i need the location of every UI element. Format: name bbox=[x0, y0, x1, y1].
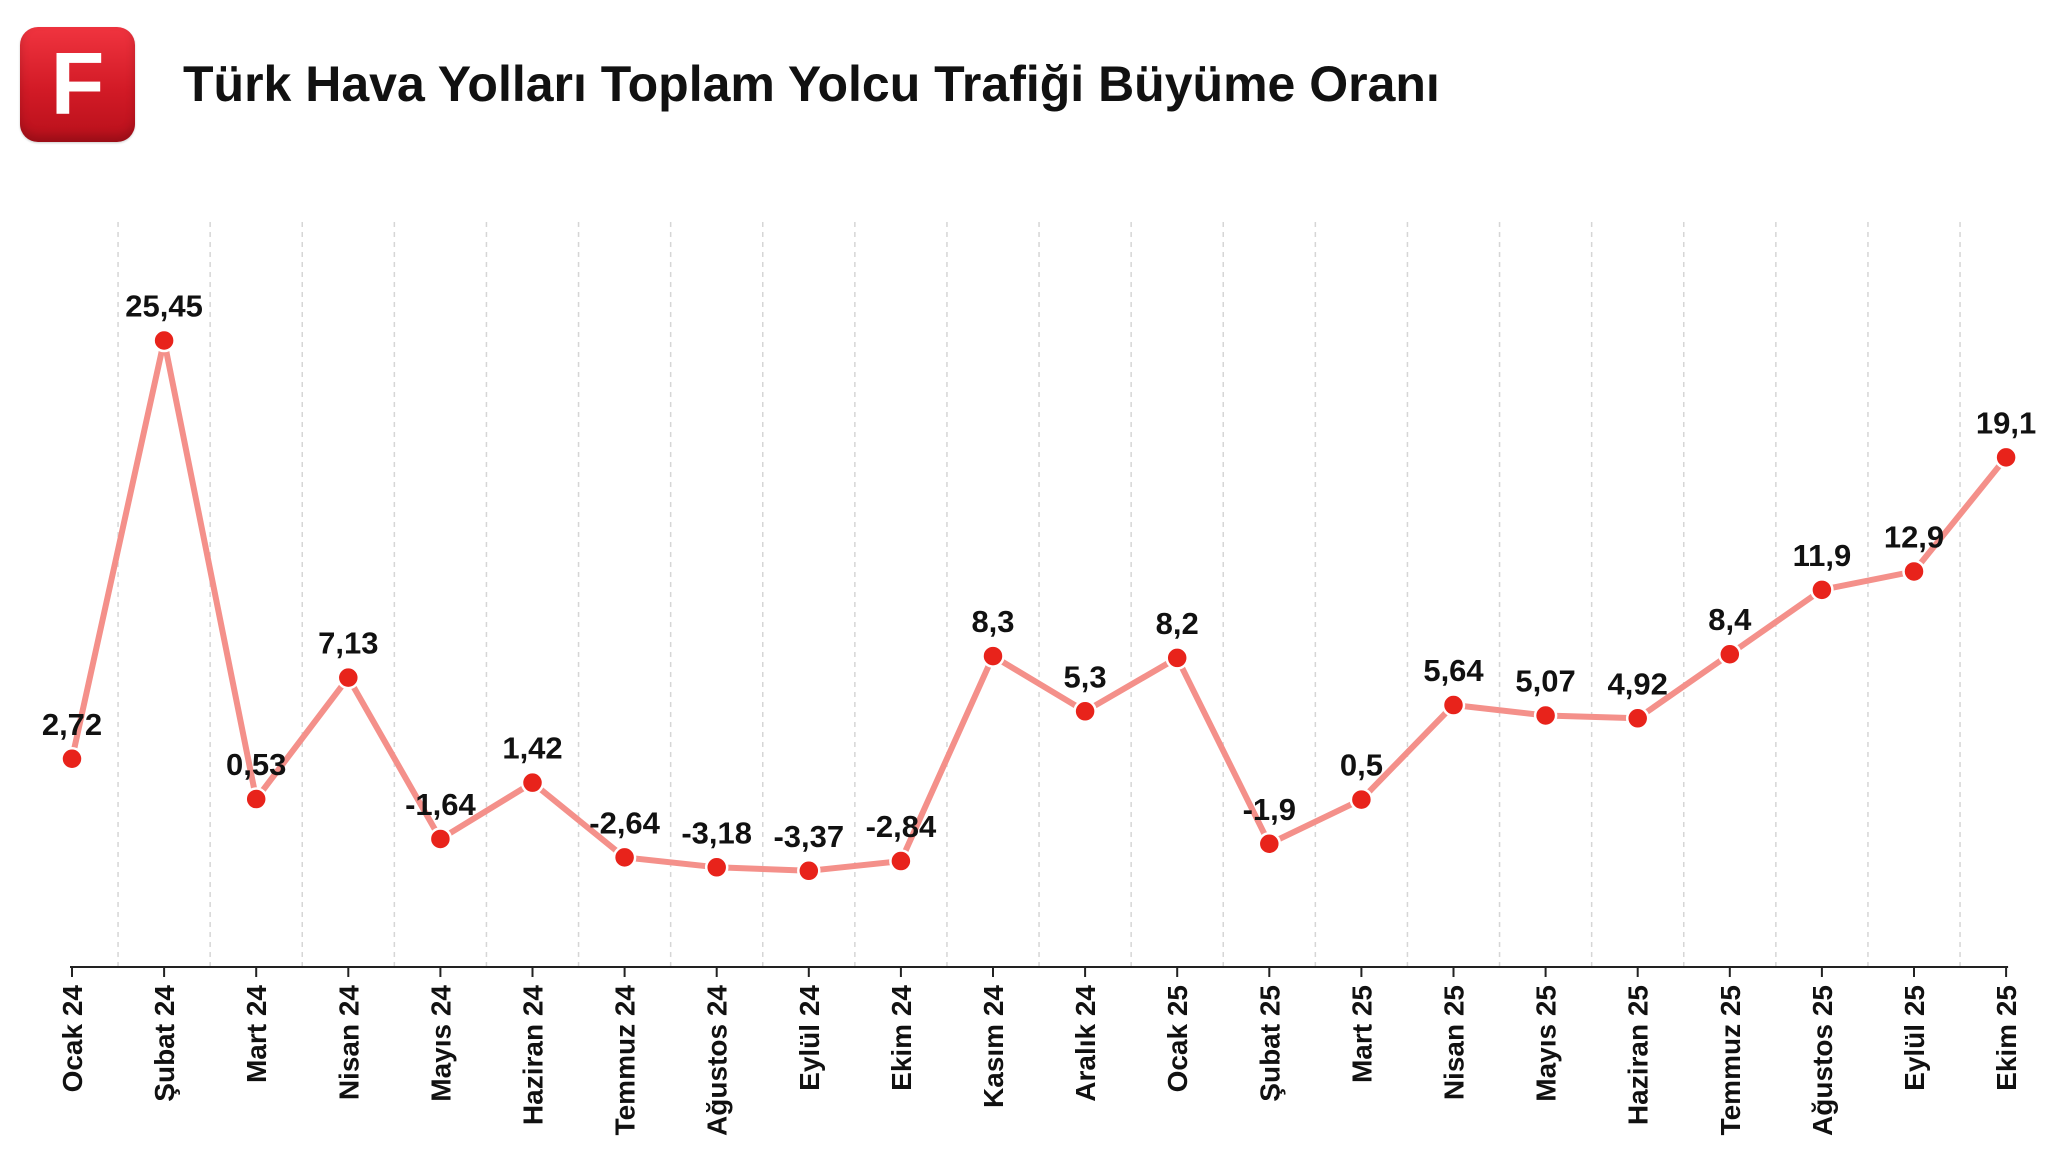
x-tick-label: Eylül 25 bbox=[1899, 985, 1930, 1091]
x-tick-label: Şubat 24 bbox=[149, 985, 180, 1102]
data-point bbox=[889, 849, 913, 873]
data-label: 0,53 bbox=[226, 747, 286, 782]
x-tick-label: Mart 25 bbox=[1346, 985, 1377, 1083]
grid-lines bbox=[117, 222, 1961, 967]
data-label: -2,64 bbox=[589, 805, 660, 840]
brand-logo: F bbox=[20, 26, 135, 142]
data-label: -1,9 bbox=[1243, 792, 1296, 827]
data-point bbox=[1073, 699, 1097, 724]
x-tick-label: Temmuz 25 bbox=[1715, 985, 1746, 1135]
data-labels: 2,72 25,45 0,53 7,13 -1,64 1,42 -2,64 -3,18 -3,3… bbox=[42, 289, 2036, 854]
x-tick-label: Nisan 24 bbox=[333, 985, 364, 1101]
data-label: -3,18 bbox=[681, 815, 752, 850]
x-axis bbox=[70, 966, 2009, 977]
data-points bbox=[60, 328, 2018, 883]
x-tick-label: Ekim 25 bbox=[1991, 985, 2022, 1091]
data-label: 2,72 bbox=[42, 707, 102, 742]
data-label: 11,9 bbox=[1793, 538, 1852, 573]
data-label: 19,1 bbox=[1976, 405, 2036, 440]
x-tick-label: Nisan 25 bbox=[1439, 985, 1470, 1100]
data-point bbox=[1902, 559, 1926, 584]
data-label: -2,84 bbox=[866, 809, 937, 844]
x-tick-label: Mayıs 25 bbox=[1531, 985, 1562, 1102]
data-point bbox=[612, 845, 637, 870]
data-label: 8,4 bbox=[1708, 602, 1752, 637]
data-point bbox=[336, 665, 361, 690]
data-point bbox=[1533, 703, 1558, 728]
x-tick-label: Ekim 24 bbox=[886, 985, 917, 1091]
data-point bbox=[1349, 787, 1374, 812]
chart-header: F Türk Hava Yolları Toplam Yolcu Trafiği… bbox=[20, 26, 1440, 142]
data-label: 7,13 bbox=[318, 626, 378, 661]
data-point bbox=[1441, 693, 1466, 717]
x-tick-label: Ağustos 24 bbox=[702, 985, 733, 1136]
data-point bbox=[1718, 642, 1742, 666]
data-label: 25,45 bbox=[125, 289, 203, 324]
data-point bbox=[704, 855, 729, 880]
data-label: -1,64 bbox=[405, 787, 476, 822]
x-tick-labels: Ocak 24 Şubat 24 Mart 24 Nisan 24 Mayıs 24 Ha… bbox=[57, 985, 2022, 1136]
x-tick-label: Mart 24 bbox=[241, 985, 272, 1083]
series-line bbox=[69, 337, 2010, 874]
x-tick-label: Aralık 24 bbox=[1070, 985, 1101, 1102]
x-tick-label: Haziran 25 bbox=[1623, 985, 1654, 1125]
data-label: -3,37 bbox=[773, 819, 844, 854]
data-point bbox=[981, 644, 1005, 668]
data-label: 4,92 bbox=[1608, 666, 1668, 701]
data-point bbox=[152, 328, 176, 353]
data-point bbox=[1810, 578, 1834, 602]
x-tick-label: Temmuz 24 bbox=[610, 985, 641, 1136]
series-polyline bbox=[69, 337, 2010, 874]
data-label: 5,64 bbox=[1423, 653, 1484, 688]
data-label: 5,07 bbox=[1515, 664, 1575, 699]
data-point bbox=[60, 747, 84, 771]
chart-title: Türk Hava Yolları Toplam Yolcu Trafiği B… bbox=[183, 56, 1440, 112]
x-tick-label: Ocak 24 bbox=[57, 985, 88, 1093]
data-point bbox=[1994, 445, 2018, 470]
x-tick-label: Ağustos 25 bbox=[1807, 985, 1838, 1136]
x-tick-label: Kasım 24 bbox=[978, 985, 1009, 1108]
data-label: 8,2 bbox=[1156, 606, 1199, 641]
data-point bbox=[244, 787, 268, 811]
data-point bbox=[797, 859, 821, 883]
data-point bbox=[1257, 832, 1282, 856]
data-point bbox=[1165, 646, 1189, 670]
data-label: 5,3 bbox=[1064, 659, 1107, 694]
data-label: 8,3 bbox=[971, 604, 1014, 639]
x-tick-label: Şubat 25 bbox=[1254, 985, 1285, 1102]
data-label: 12,9 bbox=[1884, 519, 1944, 554]
data-point bbox=[428, 827, 453, 851]
x-tick-label: Eylül 24 bbox=[794, 985, 825, 1091]
data-label: 1,42 bbox=[502, 731, 562, 766]
x-tick-label: Ocak 25 bbox=[1162, 985, 1193, 1092]
brand-logo-letter: F bbox=[50, 34, 105, 133]
data-point bbox=[520, 770, 545, 795]
data-point bbox=[1625, 706, 1650, 731]
data-label: 0,5 bbox=[1340, 748, 1383, 783]
x-tick-label: Mayıs 24 bbox=[425, 985, 456, 1102]
x-tick-label: Haziran 24 bbox=[518, 985, 549, 1125]
